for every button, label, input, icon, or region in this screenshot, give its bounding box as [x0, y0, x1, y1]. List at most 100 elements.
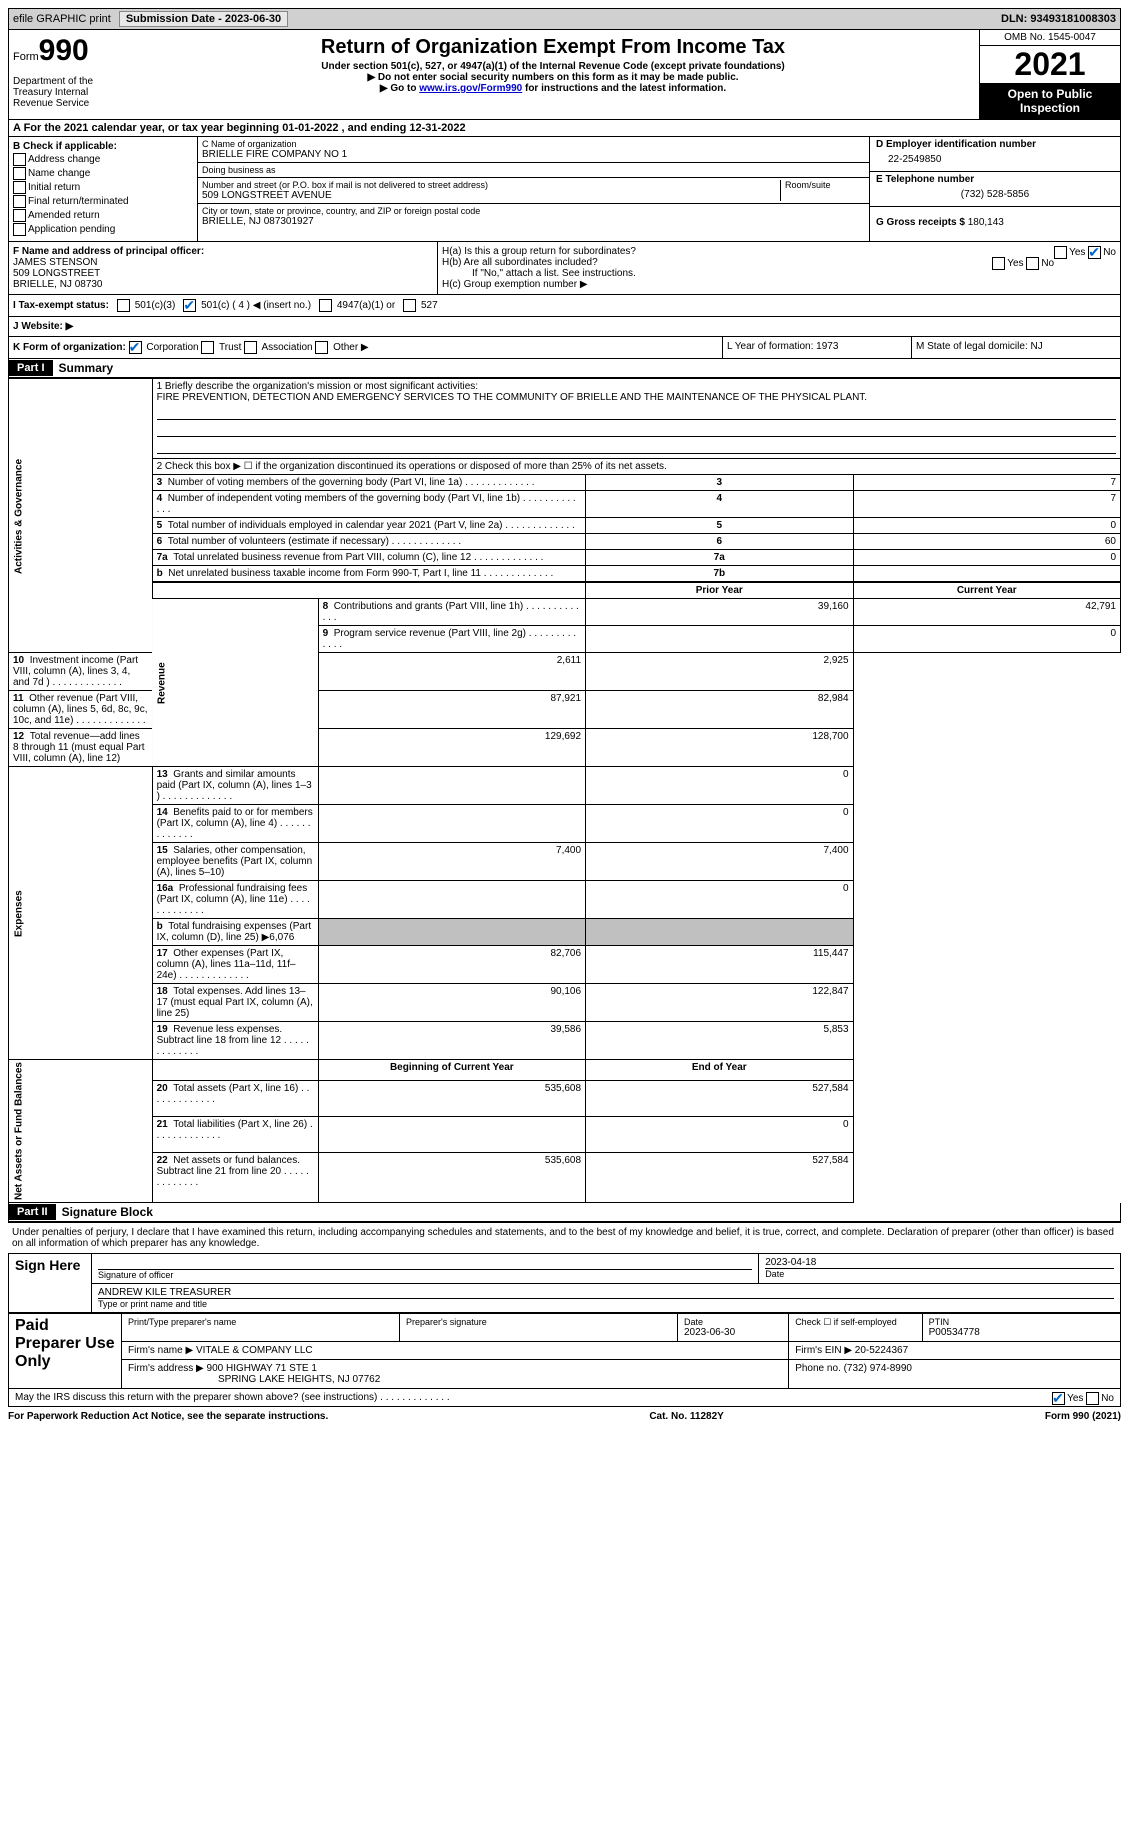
sig-officer-label: Signature of officer [98, 1269, 752, 1280]
phone-field: E Telephone number (732) 528-5856 [870, 172, 1120, 207]
prep-date-label: Date [684, 1317, 782, 1327]
paid-preparer-label: Paid Preparer Use Only [9, 1314, 122, 1389]
firm-name-value: VITALE & COMPANY LLC [196, 1345, 313, 1356]
dln-label: DLN: 93493181008303 [1001, 13, 1116, 25]
part1-label: Part I [9, 360, 53, 376]
part2-header: Part II Signature Block [8, 1203, 1121, 1222]
k-label: K Form of organization: [13, 342, 126, 353]
summary-row: 6 Total number of volunteers (estimate i… [9, 534, 1121, 550]
dba-label: Doing business as [202, 165, 865, 175]
prep-date-value: 2023-06-30 [684, 1327, 782, 1338]
submission-date-button[interactable]: Submission Date - 2023-06-30 [119, 11, 288, 27]
check-self-employed: Check ☐ if self-employed [789, 1314, 922, 1342]
org-name-value: BRIELLE FIRE COMPANY NO 1 [202, 149, 865, 160]
section-f: F Name and address of principal officer:… [9, 242, 438, 294]
tax-exempt-status-row: I Tax-exempt status: 501(c)(3) 501(c) ( … [8, 295, 1121, 317]
chk-527[interactable]: 527 [403, 299, 437, 312]
chk-address-change[interactable]: Address change [13, 153, 193, 166]
summary-row: 18 Total expenses. Add lines 13–17 (must… [9, 984, 1121, 1022]
line2: 2 Check this box ▶ ☐ if the organization… [152, 459, 1120, 475]
summary-row: 5 Total number of individuals employed i… [9, 518, 1121, 534]
chk-501c[interactable]: 501(c) ( 4 ) ◀ (insert no.) [183, 299, 311, 312]
summary-row: 3 Number of voting members of the govern… [9, 475, 1121, 491]
side-governance: Activities & Governance [9, 379, 153, 653]
subtitle-3: ▶ Go to www.irs.gov/Form990 for instruct… [131, 83, 975, 94]
topbar: efile GRAPHIC print Submission Date - 20… [8, 8, 1121, 30]
firm-addr-label: Firm's address ▶ [128, 1363, 204, 1374]
hc-row: H(c) Group exemption number ▶ [442, 279, 1116, 290]
officer-name: JAMES STENSON [13, 257, 433, 268]
chk-association[interactable]: Association [244, 342, 312, 353]
tax-year: 2021 [980, 46, 1120, 83]
side-expenses: Expenses [9, 767, 153, 1060]
part1-header: Part I Summary [8, 359, 1121, 378]
summary-row: 7a Total unrelated business revenue from… [9, 550, 1121, 566]
subtitle-1: Under section 501(c), 527, or 4947(a)(1)… [131, 61, 975, 72]
subtitle-2: ▶ Do not enter social security numbers o… [131, 72, 975, 83]
room-label: Room/suite [785, 180, 865, 190]
side-revenue: Revenue [152, 599, 318, 767]
city-label: City or town, state or province, country… [202, 206, 865, 216]
firm-phone-label: Phone no. [795, 1363, 841, 1374]
k-row: K Form of organization: Corporation Trus… [8, 337, 1121, 359]
summary-row: 14 Benefits paid to or for members (Part… [9, 805, 1121, 843]
summary-row: 19 Revenue less expenses. Subtract line … [9, 1022, 1121, 1060]
phone-value: (732) 528-5856 [876, 185, 1114, 204]
header-center: Return of Organization Exempt From Incom… [127, 30, 979, 98]
form-word: Form [13, 51, 39, 63]
chk-discuss-no[interactable] [1086, 1392, 1099, 1405]
chk-initial-return[interactable]: Initial return [13, 181, 193, 194]
chk-corporation[interactable]: Corporation [129, 342, 199, 353]
chk-discuss-yes[interactable] [1052, 1392, 1065, 1405]
ein-field: D Employer identification number 22-2549… [870, 137, 1120, 172]
officer-city: BRIELLE, NJ 08730 [13, 279, 433, 290]
chk-name-change[interactable]: Name change [13, 167, 193, 180]
org-name-field: C Name of organization BRIELLE FIRE COMP… [198, 137, 869, 163]
hb-row: H(b) Are all subordinates included? Yes … [442, 257, 1116, 268]
year-formation: L Year of formation: 1973 [723, 337, 912, 358]
footer-right: Form 990 (2021) [1045, 1411, 1121, 1422]
chk-501c3[interactable]: 501(c)(3) [117, 299, 175, 312]
footer-mid: Cat. No. 11282Y [649, 1411, 723, 1422]
summary-row: 16a Professional fundraising fees (Part … [9, 881, 1121, 919]
irs-link[interactable]: www.irs.gov/Form990 [419, 83, 522, 94]
summary-row: 15 Salaries, other compensation, employe… [9, 843, 1121, 881]
declaration-text: Under penalties of perjury, I declare th… [8, 1222, 1121, 1253]
chk-application-pending[interactable]: Application pending [13, 223, 193, 236]
form-number: 990 [39, 34, 89, 67]
sig-date-value: 2023-04-18 [765, 1257, 1114, 1268]
discuss-text: May the IRS discuss this return with the… [15, 1392, 450, 1403]
form-header: Form990 Department of the Treasury Inter… [8, 30, 1121, 120]
firm-addr2: SPRING LAKE HEIGHTS, NJ 07762 [128, 1374, 380, 1385]
main-info-grid: B Check if applicable: Address change Na… [8, 137, 1121, 242]
chk-4947[interactable]: 4947(a)(1) or [319, 299, 395, 312]
gross-label: G Gross receipts $ [876, 217, 965, 228]
street-field: Number and street (or P.O. box if mail i… [198, 178, 869, 204]
part2-label: Part II [9, 1204, 56, 1220]
chk-amended-return[interactable]: Amended return [13, 209, 193, 222]
col-b-title: B Check if applicable: [13, 141, 193, 152]
mission-text: FIRE PREVENTION, DETECTION AND EMERGENCY… [157, 392, 1116, 403]
website-label: J Website: ▶ [13, 321, 73, 332]
summary-row: 4 Number of independent voting members o… [9, 491, 1121, 518]
efile-label: efile GRAPHIC print [13, 13, 111, 25]
phone-label: E Telephone number [876, 174, 1114, 185]
officer-name-title: ANDREW KILE TREASURER [98, 1287, 1114, 1298]
chk-trust[interactable]: Trust [201, 342, 241, 353]
summary-row: 21 Total liabilities (Part X, line 26)0 [9, 1116, 1121, 1152]
ptin-label: PTIN [929, 1317, 1114, 1327]
column-b: B Check if applicable: Address change Na… [9, 137, 198, 241]
firm-ein-value: 20-5224367 [855, 1345, 908, 1356]
chk-final-return[interactable]: Final return/terminated [13, 195, 193, 208]
summary-row: b Total fundraising expenses (Part IX, c… [9, 919, 1121, 946]
firm-phone-value: (732) 974-8990 [844, 1363, 912, 1374]
ein-label: D Employer identification number [876, 139, 1114, 150]
officer-street: 509 LONGSTREET [13, 268, 433, 279]
f-label: F Name and address of principal officer: [13, 246, 433, 257]
firm-name-label: Firm's name ▶ [128, 1345, 193, 1356]
part2-title: Signature Block [56, 1203, 159, 1221]
gross-value: 180,143 [968, 217, 1004, 228]
ptin-value: P00534778 [929, 1327, 1114, 1338]
website-row: J Website: ▶ [8, 317, 1121, 337]
chk-other[interactable]: Other ▶ [315, 342, 368, 353]
